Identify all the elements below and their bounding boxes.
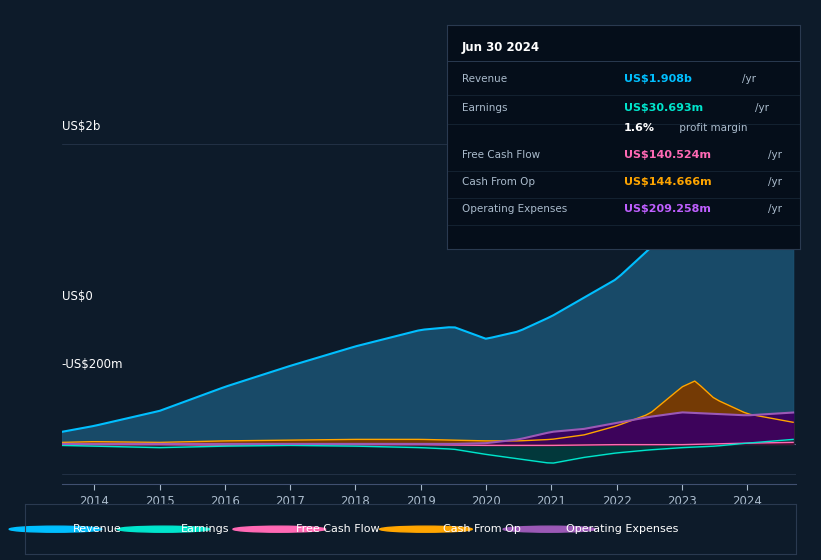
- Text: Earnings: Earnings: [461, 103, 507, 113]
- Text: Revenue: Revenue: [461, 74, 507, 84]
- Text: US$144.666m: US$144.666m: [624, 177, 712, 187]
- Text: US$2b: US$2b: [62, 119, 100, 133]
- Text: /yr: /yr: [768, 204, 782, 214]
- Text: Jun 30 2024: Jun 30 2024: [461, 41, 539, 54]
- Text: Cash From Op: Cash From Op: [443, 524, 521, 534]
- Text: /yr: /yr: [741, 74, 755, 84]
- Text: US$30.693m: US$30.693m: [624, 103, 703, 113]
- Text: 1.6%: 1.6%: [624, 123, 655, 133]
- Text: /yr: /yr: [754, 103, 768, 113]
- Text: Free Cash Flow: Free Cash Flow: [296, 524, 380, 534]
- Text: US$140.524m: US$140.524m: [624, 150, 711, 160]
- Circle shape: [503, 526, 596, 532]
- Text: /yr: /yr: [768, 150, 782, 160]
- Circle shape: [9, 526, 102, 532]
- Text: Revenue: Revenue: [72, 524, 122, 534]
- Text: Cash From Op: Cash From Op: [461, 177, 534, 187]
- Text: Earnings: Earnings: [181, 524, 229, 534]
- Text: Free Cash Flow: Free Cash Flow: [461, 150, 539, 160]
- Text: Operating Expenses: Operating Expenses: [461, 204, 566, 214]
- Text: US$209.258m: US$209.258m: [624, 204, 711, 214]
- Circle shape: [379, 526, 472, 532]
- Text: US$0: US$0: [62, 290, 92, 304]
- Text: -US$200m: -US$200m: [62, 357, 123, 371]
- Circle shape: [117, 526, 210, 532]
- Text: Operating Expenses: Operating Expenses: [566, 524, 679, 534]
- Text: US$1.908b: US$1.908b: [624, 74, 692, 84]
- Text: /yr: /yr: [768, 177, 782, 187]
- Text: profit margin: profit margin: [677, 123, 748, 133]
- Circle shape: [233, 526, 326, 532]
